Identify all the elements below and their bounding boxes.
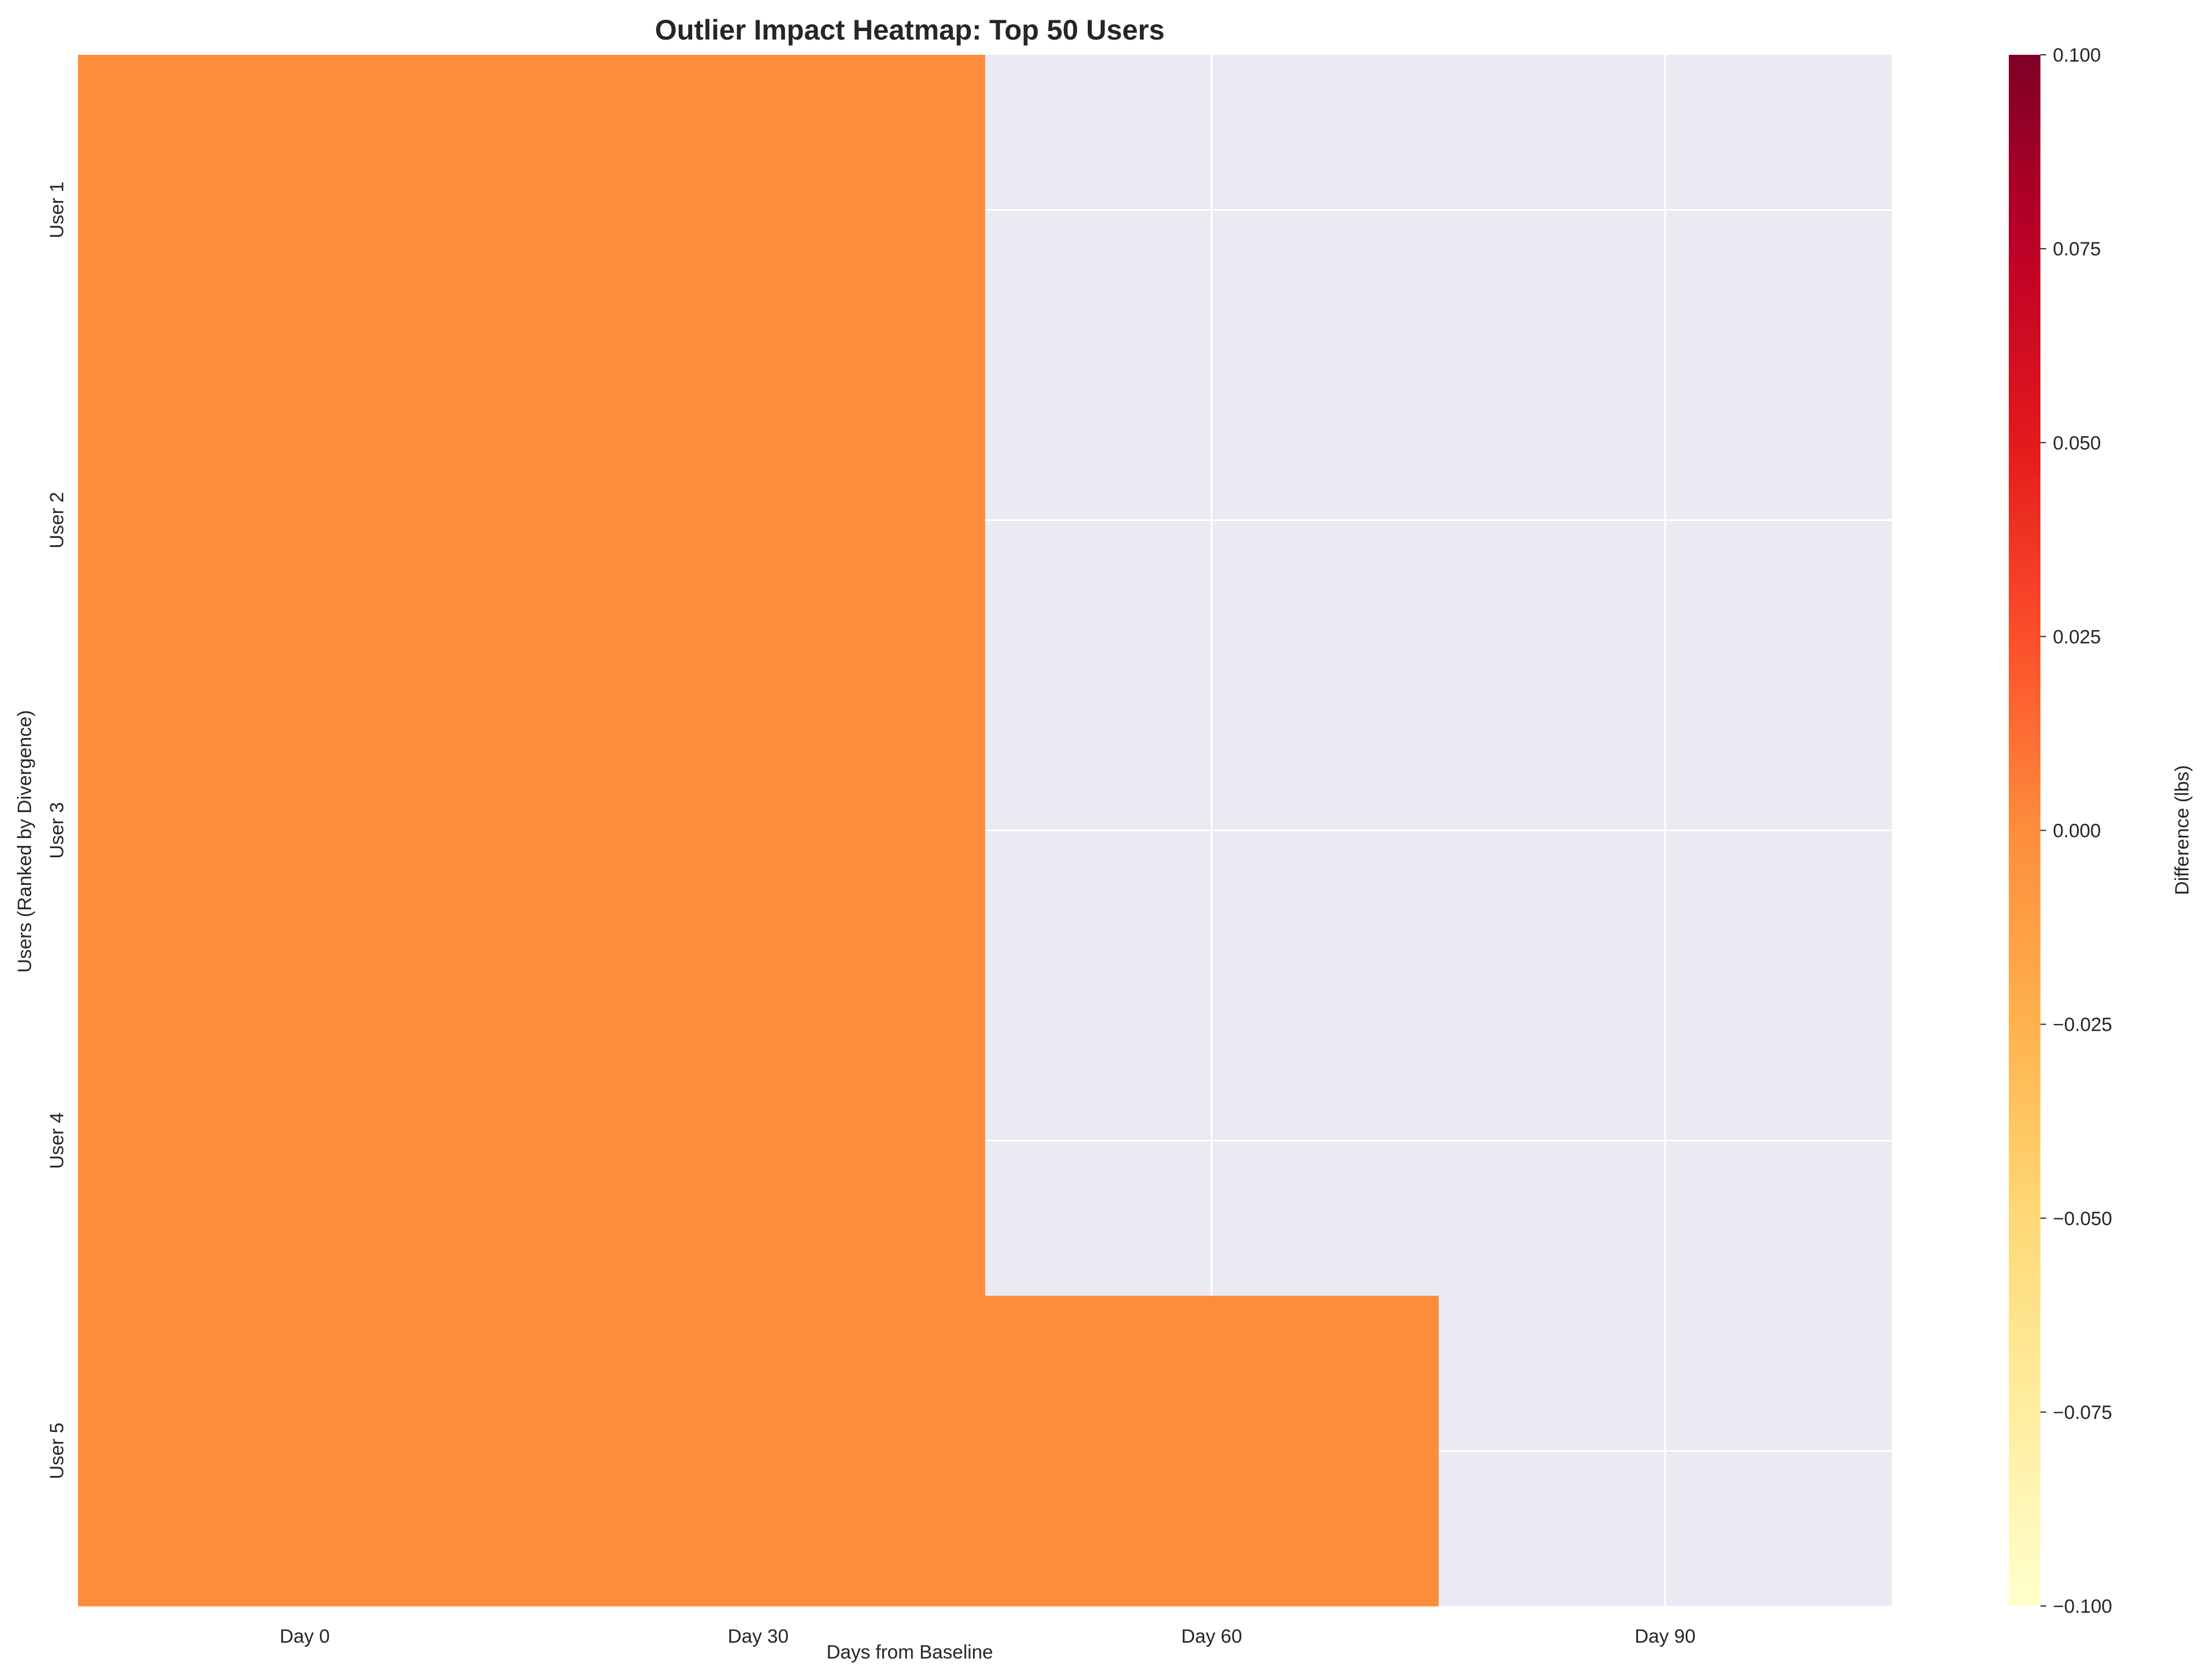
- y-axis-ticks: User 1 User 2 User 3 User 4 User 5: [46, 181, 68, 1479]
- heatmap-cell: [531, 1296, 985, 1607]
- colorbar-tick-label: −0.050: [2053, 1208, 2112, 1230]
- heatmap-cell: [531, 986, 985, 1296]
- colorbar-ticks: 0.100 0.075 0.050 0.025 0.000 −0.025 −0.050 −0.…: [2040, 45, 2112, 1617]
- x-tick-label: Day 0: [280, 1626, 330, 1647]
- y-axis-label: Users (Ranked by Divergence): [14, 710, 36, 973]
- x-tick-label: Day 60: [1181, 1626, 1242, 1647]
- heatmap-cell: [78, 1296, 532, 1607]
- colorbar-tick-label: 0.025: [2053, 626, 2101, 648]
- colorbar-tick-label: 0.050: [2053, 432, 2101, 454]
- chart-title: Outlier Impact Heatmap: Top 50 Users: [655, 14, 1165, 46]
- colorbar-tick-label: 0.000: [2053, 821, 2101, 842]
- heatmap-cells: [78, 55, 1439, 1607]
- heatmap-cell: [78, 675, 532, 986]
- colorbar-gradient: [2009, 55, 2040, 1606]
- heatmap-cell: [985, 1296, 1439, 1607]
- heatmap-cell: [78, 55, 532, 366]
- y-tick-label: User 2: [46, 492, 68, 548]
- y-tick-label: User 3: [46, 802, 68, 858]
- colorbar-tick-label: −0.025: [2053, 1014, 2112, 1036]
- y-tick-label: User 1: [46, 181, 68, 238]
- colorbar: 0.100 0.075 0.050 0.025 0.000 −0.025 −0.050 −0.…: [2009, 45, 2193, 1617]
- heatmap-cell: [78, 986, 532, 1296]
- heatmap-cell: [531, 365, 985, 676]
- y-tick-label: User 5: [46, 1422, 68, 1479]
- x-axis-ticks: Day 0 Day 30 Day 60 Day 90: [280, 1626, 1696, 1647]
- x-axis-label: Days from Baseline: [827, 1642, 993, 1663]
- colorbar-tick-label: 0.100: [2053, 45, 2101, 66]
- colorbar-tick-label: −0.075: [2053, 1402, 2112, 1423]
- heatmap-cell: [78, 365, 532, 676]
- heatmap-cell: [531, 55, 985, 366]
- x-tick-label: Day 90: [1635, 1626, 1696, 1647]
- colorbar-tick-label: 0.075: [2053, 238, 2101, 260]
- colorbar-label: Difference (lbs): [2172, 765, 2193, 895]
- x-tick-label: Day 30: [728, 1626, 789, 1647]
- heatmap-cell: [531, 675, 985, 986]
- colorbar-tick-label: −0.100: [2053, 1596, 2112, 1617]
- y-tick-label: User 4: [46, 1112, 68, 1169]
